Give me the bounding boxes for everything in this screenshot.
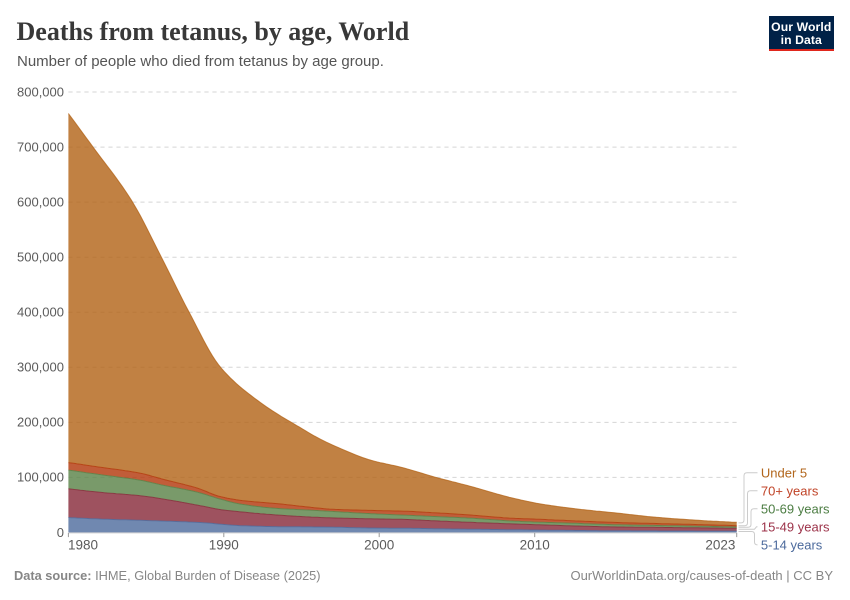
svg-text:700,000: 700,000	[17, 139, 64, 154]
svg-text:600,000: 600,000	[17, 194, 64, 209]
svg-text:300,000: 300,000	[17, 360, 64, 375]
svg-text:1990: 1990	[209, 538, 239, 553]
svg-text:2023: 2023	[705, 538, 735, 553]
svg-text:100,000: 100,000	[17, 470, 64, 485]
svg-text:0: 0	[57, 525, 64, 540]
svg-text:50-69 years: 50-69 years	[761, 501, 830, 516]
svg-text:500,000: 500,000	[17, 250, 64, 265]
svg-text:Under 5: Under 5	[761, 465, 807, 480]
svg-text:200,000: 200,000	[17, 415, 64, 430]
svg-text:2000: 2000	[364, 538, 394, 553]
svg-text:15-49 years: 15-49 years	[761, 519, 830, 534]
svg-text:800,000: 800,000	[17, 84, 64, 99]
svg-text:1980: 1980	[68, 538, 98, 553]
svg-text:400,000: 400,000	[17, 305, 64, 320]
svg-text:70+ years: 70+ years	[761, 483, 819, 498]
svg-text:2010: 2010	[520, 538, 550, 553]
svg-text:5-14 years: 5-14 years	[761, 538, 823, 553]
